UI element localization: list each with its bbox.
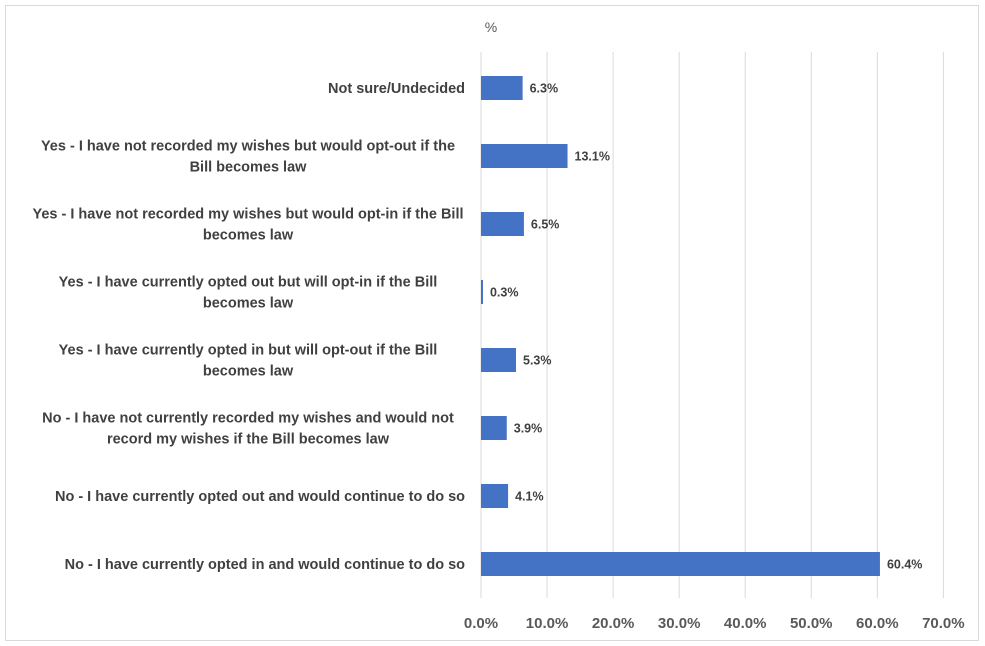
x-tick-label: 60.0% <box>856 615 899 632</box>
category-label-line: Yes - I have currently opted in but will… <box>59 343 438 359</box>
x-tick-label: 30.0% <box>658 615 701 632</box>
x-axis-ticks: 0.0% 10.0% 20.0% 30.0% 40.0% 50.0% 60.0% 70.0% <box>464 615 965 632</box>
x-tick-label: 20.0% <box>592 615 635 632</box>
category-label: No - I have not currently recorded my wi… <box>42 411 454 448</box>
category-label-line: becomes law <box>203 228 294 244</box>
x-tick-label: 70.0% <box>922 615 965 632</box>
category-label: No - I have currently opted out and woul… <box>55 489 465 505</box>
x-tick-label: 10.0% <box>526 615 569 632</box>
data-labels: 6.3% 13.1% 6.5% 0.3% 5.3% 3.9% 4.1% 60.4% <box>490 82 922 572</box>
bar <box>481 348 517 372</box>
data-label: 4.1% <box>515 490 544 504</box>
category-label: Yes - I have not recorded my wishes but … <box>41 139 455 176</box>
bars <box>481 76 880 576</box>
category-label-line: No - I have currently opted out and woul… <box>55 489 465 505</box>
bar <box>481 144 568 168</box>
category-label-line: record my wishes if the Bill becomes law <box>107 432 390 448</box>
gridlines <box>480 52 944 598</box>
data-label: 6.5% <box>531 218 560 232</box>
x-tick-label: 0.0% <box>464 615 498 632</box>
data-label: 6.3% <box>530 82 559 96</box>
bar <box>481 280 483 304</box>
category-label-line: Yes - I have currently opted out but wil… <box>59 275 438 291</box>
category-label: Yes - I have currently opted in but will… <box>59 343 438 380</box>
category-label-line: Yes - I have not recorded my wishes but … <box>32 207 463 223</box>
bar <box>481 76 523 100</box>
category-label-line: No - I have currently opted in and would… <box>65 557 466 573</box>
category-label: Not sure/Undecided <box>328 81 465 97</box>
category-labels: Not sure/Undecided Yes - I have not recor… <box>32 81 465 573</box>
bar <box>481 212 524 236</box>
category-label-line: Bill becomes law <box>190 160 308 176</box>
category-label-line: Not sure/Undecided <box>328 81 465 97</box>
category-label: Yes - I have currently opted out but wil… <box>59 275 438 312</box>
x-tick-label: 40.0% <box>724 615 767 632</box>
x-tick-label: 50.0% <box>790 615 833 632</box>
category-label-line: Yes - I have not recorded my wishes but … <box>41 139 455 155</box>
data-label: 5.3% <box>523 354 552 368</box>
data-label: 3.9% <box>514 422 543 436</box>
category-label-line: becomes law <box>203 364 294 380</box>
category-label: Yes - I have not recorded my wishes but … <box>32 207 463 244</box>
data-label: 0.3% <box>490 286 519 300</box>
category-label: No - I have currently opted in and would… <box>65 557 466 573</box>
bar <box>481 552 880 576</box>
data-label: 13.1% <box>575 150 610 164</box>
bar <box>481 416 507 440</box>
bar <box>481 484 509 508</box>
category-label-line: No - I have not currently recorded my wi… <box>42 411 454 427</box>
category-label-line: becomes law <box>203 296 294 312</box>
unit-label: % <box>485 19 497 35</box>
data-label: 60.4% <box>887 558 922 572</box>
chart-frame <box>5 5 979 641</box>
